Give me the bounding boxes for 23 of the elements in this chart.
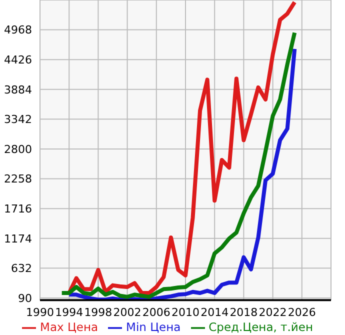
y-tick-label: 1716 <box>4 202 32 216</box>
x-tick-label: 2026 <box>288 306 316 319</box>
y-tick-label: 90 <box>18 292 32 305</box>
y-tick-label: 3342 <box>4 113 32 126</box>
x-tick-label: 2022 <box>258 306 287 319</box>
x-tick-label: 1998 <box>84 306 112 319</box>
x-tick-label: 2018 <box>230 306 258 319</box>
x-tick-label: 1990 <box>26 306 54 319</box>
y-tick-label: 4968 <box>4 24 32 37</box>
legend-label: Max Цена <box>40 320 98 334</box>
x-tick-label: 2014 <box>200 306 229 319</box>
legend-label: Сред.Цена, т.йен <box>208 320 313 334</box>
y-tick-label: 632 <box>11 262 32 276</box>
y-tick-label: 1174 <box>4 232 32 246</box>
x-tick-label: 2002 <box>113 306 142 319</box>
y-tick-label: 4426 <box>4 53 32 66</box>
x-tick-label: 2010 <box>172 306 200 319</box>
y-tick-label: 3884 <box>4 83 32 96</box>
y-tick-label: 2800 <box>4 142 32 156</box>
x-tick-label: 2006 <box>142 306 170 319</box>
legend-label: Min Цена <box>126 320 181 334</box>
y-tick-label: 2258 <box>4 172 32 186</box>
x-tick-label: 1994 <box>55 306 84 319</box>
